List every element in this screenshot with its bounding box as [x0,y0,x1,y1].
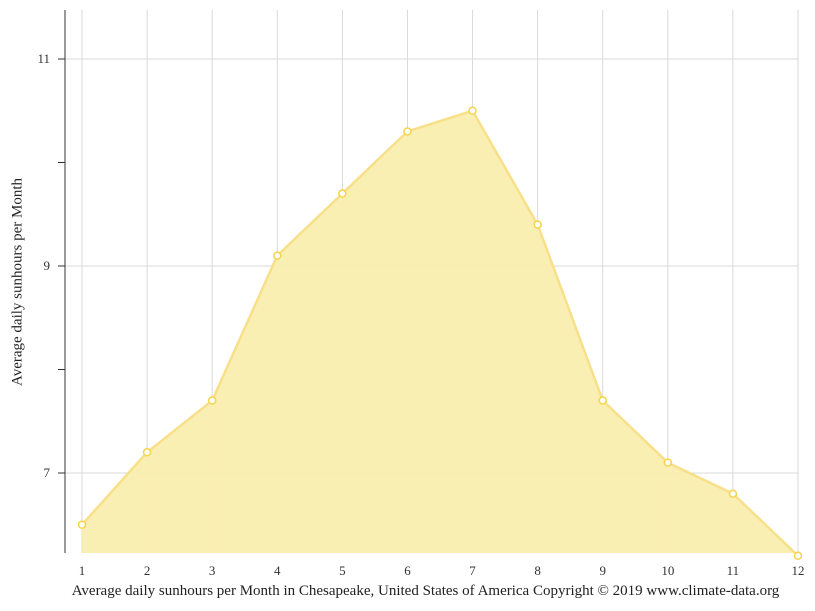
data-point [533,220,542,229]
data-point [403,127,412,136]
data-point [77,520,87,529]
area-series [81,109,799,557]
x-tick-label: 8 [534,563,541,578]
data-point [793,551,803,561]
data-markers [77,106,803,561]
data-point [598,396,607,405]
data-point [468,106,477,115]
x-tick-label: 7 [469,563,476,578]
data-point [663,458,673,467]
x-tick-label: 4 [274,563,281,578]
data-point [338,189,347,198]
x-tick-label: 6 [404,563,411,578]
data-point [273,251,282,260]
x-tick-label: 10 [661,563,674,578]
y-tick-label: 7 [44,465,51,480]
x-tick-label: 3 [209,563,216,578]
data-point [728,489,738,498]
y-axis-label: Average daily sunhours per Month [9,177,26,387]
chart-caption: Average daily sunhours per Month in Ches… [71,583,780,599]
y-tick-label: 9 [44,258,51,273]
x-tick-label: 12 [792,563,805,578]
data-point [207,396,217,405]
data-point [142,448,152,457]
x-tick-label: 11 [727,563,740,578]
area-fill [82,110,798,556]
y-tick-label: 11 [37,51,50,66]
series-line [81,109,799,557]
x-tick-label: 5 [339,563,346,578]
x-tick-label: 9 [599,563,606,578]
x-tick-label: 1 [79,563,86,578]
x-tick-label: 2 [144,563,151,578]
